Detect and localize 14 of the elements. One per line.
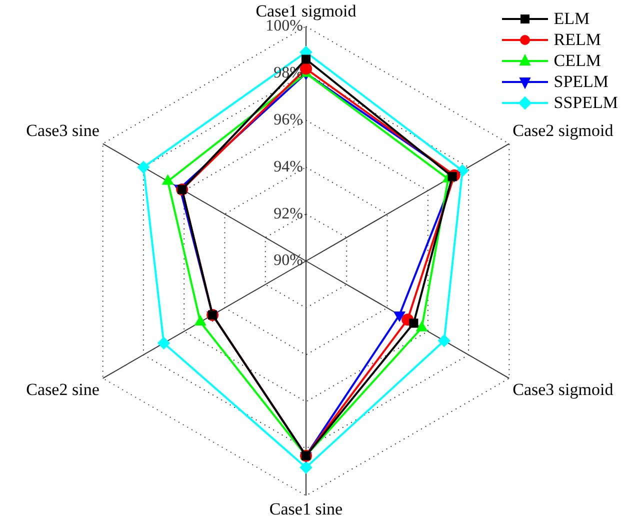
y-tick-label: 90%	[274, 252, 303, 270]
y-tick-label: 92%	[274, 205, 303, 222]
legend-label: CELM	[554, 50, 601, 70]
y-tick-label: 96%	[274, 111, 303, 128]
legend-label: ELM	[554, 8, 590, 28]
y-tick-label: 94%	[274, 158, 303, 176]
spoke-label: Case2 sigmoid	[512, 120, 614, 140]
spoke-label: Case3 sigmoid	[512, 380, 614, 399]
spoke-label: Case2 sine	[26, 380, 100, 399]
legend-label: SSPELM	[554, 92, 618, 112]
spoke-label: Case3 sine	[26, 120, 100, 140]
legend-label: SPELM	[554, 72, 609, 92]
spoke-label: Case1 sine	[269, 499, 343, 518]
legend-label: RELM	[554, 30, 601, 50]
